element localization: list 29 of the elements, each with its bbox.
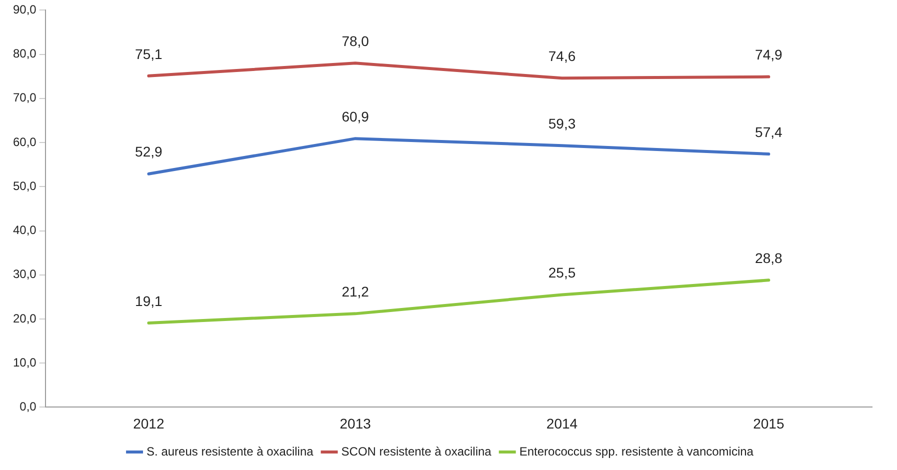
y-tick-label: 90,0 (12, 2, 37, 17)
x-tick-label: 2014 (546, 415, 578, 432)
y-tick-label: 20,0 (12, 311, 37, 326)
data-label: 52,9 (135, 144, 163, 160)
data-label: 74,6 (548, 48, 576, 64)
data-label: 25,5 (548, 264, 576, 281)
data-label: 60,9 (342, 108, 370, 124)
y-tick-label: 40,0 (12, 223, 37, 238)
data-label: 78,0 (342, 32, 370, 49)
legend-label: SCON resistente à oxacilina (341, 444, 492, 458)
data-label: 28,8 (755, 250, 783, 266)
legend-label: Enterococcus spp. resistente à vancomicina (519, 444, 754, 458)
y-tick-label: 30,0 (12, 267, 37, 282)
legend-label: S. aureus resistente à oxacilina (146, 444, 314, 458)
data-label: 21,2 (342, 284, 370, 300)
data-label: 59,3 (548, 115, 576, 132)
y-tick-label: 0,0 (20, 400, 37, 414)
data-label: 74,9 (755, 46, 783, 63)
data-label: 57,4 (755, 124, 783, 140)
data-label: 19,1 (135, 292, 163, 309)
x-tick-label: 2012 (133, 415, 164, 432)
y-tick-label: 80,0 (12, 46, 37, 61)
y-tick-label: 50,0 (12, 178, 37, 193)
data-label: 75,1 (135, 46, 163, 62)
y-tick-label: 60,0 (12, 134, 37, 149)
x-tick-label: 2013 (340, 415, 372, 432)
x-tick-label: 2015 (753, 415, 784, 432)
y-tick-label: 70,0 (12, 90, 37, 105)
y-tick-label: 10,0 (12, 355, 37, 370)
